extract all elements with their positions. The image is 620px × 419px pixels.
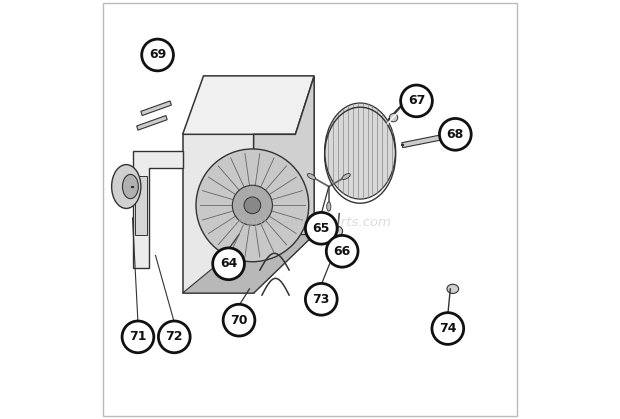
Ellipse shape [325, 103, 396, 199]
Circle shape [326, 235, 358, 267]
Circle shape [306, 212, 337, 244]
Bar [135, 176, 147, 235]
Polygon shape [133, 151, 183, 268]
Polygon shape [254, 76, 314, 293]
Text: 68: 68 [446, 128, 464, 141]
Circle shape [244, 197, 261, 214]
Circle shape [122, 321, 154, 353]
Text: 66: 66 [334, 245, 351, 258]
Text: 70: 70 [230, 314, 248, 327]
Circle shape [389, 114, 397, 122]
Polygon shape [141, 101, 171, 116]
Text: 67: 67 [408, 94, 425, 107]
Circle shape [306, 283, 337, 315]
Circle shape [223, 304, 255, 336]
Ellipse shape [327, 202, 331, 211]
Circle shape [142, 39, 174, 71]
Polygon shape [183, 76, 314, 134]
Circle shape [213, 248, 244, 279]
Circle shape [232, 185, 272, 225]
Circle shape [401, 85, 432, 117]
Ellipse shape [342, 173, 350, 179]
Text: 64: 64 [220, 257, 237, 270]
Text: 74: 74 [439, 322, 456, 335]
Text: 72: 72 [166, 330, 183, 344]
Text: eReplacementParts.com: eReplacementParts.com [229, 215, 391, 228]
Polygon shape [136, 116, 167, 130]
Text: 73: 73 [312, 293, 330, 306]
Polygon shape [183, 235, 314, 293]
Circle shape [158, 321, 190, 353]
Circle shape [440, 119, 471, 150]
Ellipse shape [112, 165, 141, 209]
Circle shape [332, 226, 343, 236]
Text: 69: 69 [149, 49, 166, 62]
Ellipse shape [308, 173, 316, 179]
Polygon shape [183, 134, 254, 293]
Circle shape [196, 149, 309, 262]
Text: 65: 65 [312, 222, 330, 235]
Polygon shape [402, 134, 445, 147]
Ellipse shape [123, 174, 138, 199]
Circle shape [432, 313, 464, 344]
Text: 71: 71 [129, 330, 147, 344]
Ellipse shape [447, 284, 459, 293]
